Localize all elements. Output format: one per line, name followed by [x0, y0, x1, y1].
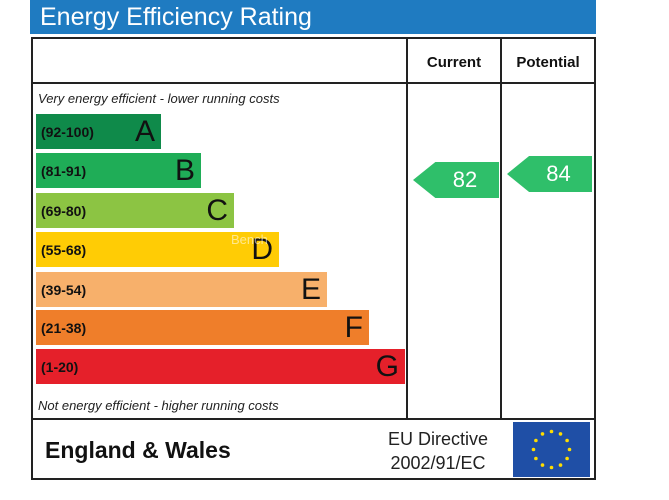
- region-label: England & Wales: [45, 437, 231, 463]
- directive-line-2: 2002/91/EC: [390, 453, 486, 473]
- band-letter: E: [300, 273, 321, 306]
- band-a: (92-100) A: [36, 114, 161, 149]
- eu-star-icon: [558, 463, 563, 467]
- eu-star-icon: [549, 465, 554, 470]
- header-divider: [33, 82, 594, 84]
- eu-flag-icon: [513, 422, 590, 477]
- caption-inefficient: Not energy efficient - higher running co…: [38, 398, 279, 413]
- footer-divider: [33, 418, 594, 420]
- band-letter: B: [174, 154, 195, 187]
- eu-stars-icon: [531, 429, 572, 470]
- band-c: (69-80) C: [36, 193, 234, 228]
- column-divider: [500, 39, 502, 420]
- column-divider: [406, 39, 408, 420]
- potential-column-header: Potential: [516, 54, 580, 71]
- eu-star-icon: [531, 447, 536, 452]
- band-range: (39-54): [41, 281, 87, 298]
- eu-star-icon: [540, 432, 545, 436]
- eu-star-icon: [567, 447, 572, 452]
- current-rating-arrow: 82: [413, 162, 499, 198]
- band-letter: F: [344, 311, 363, 344]
- band-f: (21-38) F: [36, 310, 369, 345]
- band-letter: D: [251, 233, 273, 266]
- eu-directive: EU Directive 2002/91/EC: [373, 427, 503, 475]
- watermark-text: Bench: [231, 232, 268, 247]
- caption-efficient: Very energy efficient - lower running co…: [38, 91, 280, 106]
- epc-chart-frame: Current Potential Very energy efficient …: [31, 37, 596, 480]
- potential-rating-arrow: 84: [507, 156, 592, 192]
- directive-line-1: EU Directive: [387, 429, 489, 449]
- band-letter: C: [206, 194, 228, 227]
- eu-star-icon: [534, 438, 538, 443]
- band-g: (1-20) G: [36, 349, 405, 384]
- band-d: (55-68) D: [36, 232, 279, 267]
- band-range: (81-91): [41, 162, 87, 179]
- band-range: (1-20): [41, 358, 79, 375]
- current-column-header: Current: [426, 54, 482, 71]
- eu-star-icon: [565, 438, 569, 443]
- band-letter: A: [134, 115, 155, 148]
- page-title: Energy Efficiency Rating: [30, 0, 596, 34]
- eu-star-icon: [558, 432, 563, 436]
- band-range: (55-68): [41, 241, 87, 258]
- band-e: (39-54) E: [36, 272, 327, 307]
- band-range: (92-100): [41, 123, 94, 140]
- eu-star-icon: [540, 463, 545, 467]
- band-letter: G: [375, 350, 399, 383]
- band-b: (81-91) B: [36, 153, 201, 188]
- band-range: (21-38): [41, 319, 87, 336]
- eu-star-icon: [565, 456, 569, 461]
- eu-star-icon: [534, 456, 538, 461]
- band-range: (69-80): [41, 202, 87, 219]
- eu-star-icon: [549, 429, 554, 434]
